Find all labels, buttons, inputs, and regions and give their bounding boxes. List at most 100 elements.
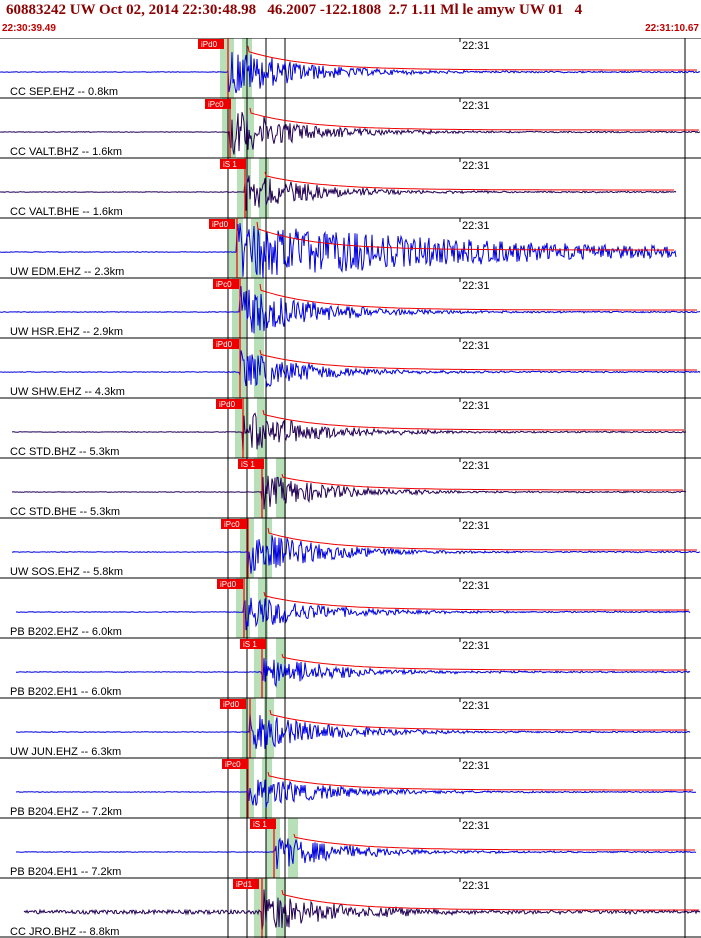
trace-row[interactable]: 22:31 iPd0 UW JUN.EHZ -- 6.3km xyxy=(0,697,701,758)
pick-marker-box[interactable] xyxy=(238,459,264,469)
trace-row[interactable]: 22:31 iPd1 CC JRO.BHZ -- 8.8km xyxy=(0,877,701,938)
pick-phase-label: iPd0 xyxy=(212,220,229,229)
station-label: UW EDM.EHZ -- 2.3km xyxy=(10,266,124,278)
s-window-band xyxy=(262,758,272,818)
pick-marker-box[interactable] xyxy=(250,819,276,829)
pick-phase-label: iPc0 xyxy=(224,520,240,529)
pick-phase-label: iPd0 xyxy=(201,40,218,49)
trace-row[interactable]: 22:31 iPd0 PB B202.EHZ -- 6.0km xyxy=(0,577,701,638)
pick-marker-box[interactable] xyxy=(216,399,242,409)
time-mark-label: 22:31 xyxy=(462,820,490,832)
pick-marker-box[interactable] xyxy=(221,519,247,529)
pick-marker-box[interactable] xyxy=(205,99,231,109)
trace-row[interactable]: 22:31 iPd0 CC STD.BHZ -- 5.3km xyxy=(0,397,701,458)
event-header: 60883242 UW Oct 02, 2014 22:30:48.98 46.… xyxy=(0,0,701,38)
time-mark-label: 22:31 xyxy=(462,640,490,652)
waveform-trace xyxy=(0,52,701,94)
trace-row[interactable]: 22:31 iS 1 CC VALT.BHE -- 1.6km xyxy=(0,157,701,218)
pick-marker-box[interactable] xyxy=(220,159,246,169)
pick-marker-box[interactable] xyxy=(217,579,243,589)
waveform-trace xyxy=(0,286,701,334)
s-window-band xyxy=(288,818,298,878)
station-label: PB B202.EHZ -- 6.0km xyxy=(10,626,122,638)
station-label: CC JRO.BHZ -- 8.8km xyxy=(10,926,119,938)
station-label: UW HSR.EHZ -- 2.9km xyxy=(10,326,123,338)
pick-phase-label: iPc0 xyxy=(208,100,224,109)
pick-marker-box[interactable] xyxy=(222,759,248,769)
trace-row[interactable]: 22:31 iPc0 CC VALT.BHZ -- 1.6km xyxy=(0,97,701,158)
s-window-band xyxy=(258,578,268,638)
time-mark-label: 22:31 xyxy=(462,160,490,172)
coda-envelope xyxy=(256,221,674,251)
window-end-time: 22:31:10.67 xyxy=(645,23,699,34)
coda-envelope xyxy=(247,45,697,71)
coda-envelope xyxy=(267,527,697,551)
station-label: CC STD.BHZ -- 5.3km xyxy=(10,446,119,458)
waveform-trace xyxy=(15,597,691,631)
window-start-time: 22:30:39.49 xyxy=(2,23,56,34)
pick-phase-label: iS 1 xyxy=(243,640,257,649)
seismogram-panel[interactable]: 22:31 iPd0 CC SEP.EHZ -- 0.8km 22:31 iPc0 CC … xyxy=(0,38,701,938)
coda-envelope xyxy=(262,409,684,431)
trace-row[interactable]: 22:31 iS 1 CC STD.BHE -- 5.3km xyxy=(0,457,701,518)
waveform-trace xyxy=(0,112,701,155)
trace-row[interactable]: 22:31 iPc0 UW HSR.EHZ -- 2.9km xyxy=(0,277,701,338)
trace-row[interactable]: 22:31 iS 1 PB B202.EH1 -- 6.0km xyxy=(0,637,701,698)
event-title: 60883242 UW Oct 02, 2014 22:30:48.98 46.… xyxy=(6,2,583,18)
waveform-trace xyxy=(11,475,687,510)
trace-row[interactable]: 22:31 iPc0 UW SOS.EHZ -- 5.8km xyxy=(0,517,701,578)
waveform-trace xyxy=(23,889,701,931)
trace-row[interactable]: 22:31 iPd0 UW SHW.EHZ -- 4.3km xyxy=(0,337,701,398)
coda-envelope xyxy=(267,771,693,791)
pick-phase-label: iPd0 xyxy=(223,700,240,709)
station-label: CC SEP.EHZ -- 0.8km xyxy=(10,86,118,98)
coda-envelope xyxy=(281,653,687,671)
coda-envelope xyxy=(259,283,697,311)
pick-marker-box[interactable] xyxy=(198,39,224,49)
station-label: PB B204.EH1 -- 7.2km xyxy=(10,866,121,878)
time-mark-label: 22:31 xyxy=(462,400,490,412)
trace-row[interactable]: 22:31 iPd0 CC SEP.EHZ -- 0.8km xyxy=(0,38,701,98)
pick-phase-label: iPd1 xyxy=(236,880,253,889)
pick-marker-box[interactable] xyxy=(220,699,246,709)
station-label: PB B202.EH1 -- 6.0km xyxy=(10,686,121,698)
pick-phase-label: iPd0 xyxy=(219,400,236,409)
pick-phase-label: iPd0 xyxy=(220,580,237,589)
pick-phase-label: iPc0 xyxy=(216,280,232,289)
station-label: CC VALT.BHE -- 1.6km xyxy=(10,206,123,218)
p-window-band xyxy=(232,338,246,398)
coda-envelope xyxy=(281,473,683,491)
pick-phase-label: iS 1 xyxy=(223,160,237,169)
coda-envelope xyxy=(293,833,695,851)
coda-envelope xyxy=(263,591,689,611)
p-window-band xyxy=(254,638,268,698)
coda-envelope xyxy=(281,889,699,911)
time-mark-label: 22:31 xyxy=(462,760,490,772)
station-label: UW SOS.EHZ -- 5.8km xyxy=(10,566,123,578)
time-mark-label: 22:31 xyxy=(462,460,490,472)
pick-phase-label: iS 1 xyxy=(241,460,255,469)
pick-phase-label: iS 1 xyxy=(253,820,267,829)
pick-marker-box[interactable] xyxy=(240,639,266,649)
time-mark-label: 22:31 xyxy=(462,100,490,112)
station-label: CC VALT.BHZ -- 1.6km xyxy=(10,146,122,158)
s-window-band xyxy=(257,398,267,458)
time-mark-label: 22:31 xyxy=(462,520,490,532)
pick-marker-box[interactable] xyxy=(209,219,235,229)
p-window-band xyxy=(235,398,249,458)
coda-envelope xyxy=(259,349,697,371)
waveform-trace xyxy=(15,837,697,870)
time-mark-label: 22:31 xyxy=(462,340,490,352)
trace-row[interactable]: 22:31 iPc0 PB B204.EHZ -- 7.2km xyxy=(0,757,701,818)
coda-envelope xyxy=(249,107,699,131)
coda-envelope xyxy=(269,709,687,731)
trace-row[interactable]: 22:31 iS 1 PB B204.EH1 -- 7.2km xyxy=(0,817,701,878)
waveform-trace xyxy=(0,350,701,388)
time-mark-label: 22:31 xyxy=(462,580,490,592)
waveform-trace xyxy=(11,535,701,574)
trace-row[interactable]: 22:31 iPd0 UW EDM.EHZ -- 2.3km xyxy=(0,217,701,279)
pick-marker-box[interactable] xyxy=(233,879,259,889)
waveform-trace xyxy=(11,412,687,452)
pick-marker-box[interactable] xyxy=(213,339,239,349)
pick-marker-box[interactable] xyxy=(213,279,239,289)
